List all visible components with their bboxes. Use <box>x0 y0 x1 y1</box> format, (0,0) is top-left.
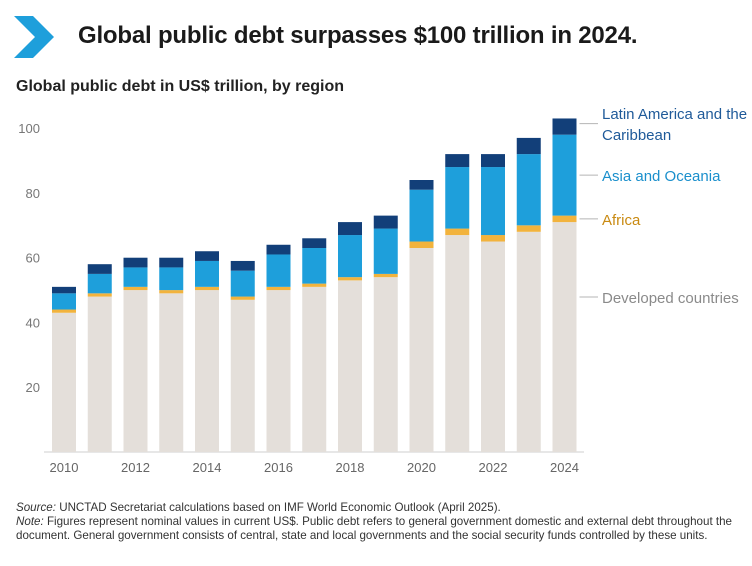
page-title: Global public debt surpasses $100 trilli… <box>78 22 638 49</box>
bar-segment <box>373 273 398 278</box>
bar-segment <box>445 228 470 236</box>
note-text: Figures represent nominal values in curr… <box>16 515 733 543</box>
bar-segment <box>87 273 112 294</box>
bar-segment <box>159 267 184 291</box>
bar-segment <box>230 270 255 297</box>
x-tick-label: 2018 <box>336 460 365 475</box>
source-label: Source: <box>16 501 56 514</box>
bar-segment <box>409 189 434 242</box>
bar-segment <box>481 154 505 168</box>
bar-segment <box>230 299 255 452</box>
source-text: UNCTAD Secretariat calculations based on… <box>55 501 501 514</box>
bar-segment <box>195 251 219 261</box>
chart-title: Global public debt in US$ trillion, by r… <box>16 78 345 95</box>
bar-segment <box>373 215 398 229</box>
bar-segment <box>552 222 577 452</box>
bar-segment <box>552 215 577 223</box>
y-tick-label: 20 <box>26 380 40 395</box>
x-tick-label: 2012 <box>121 460 150 475</box>
bar-segment <box>52 286 76 294</box>
bar-segment <box>481 167 505 236</box>
bar-segment <box>552 134 577 216</box>
bar-segment <box>373 228 398 274</box>
bar-segment <box>338 222 362 236</box>
bar-segment <box>445 167 470 229</box>
x-tick-label: 2016 <box>264 460 293 475</box>
bar-segment <box>302 286 327 452</box>
bar-segment <box>87 264 112 274</box>
bar-segment <box>123 257 148 268</box>
bar-segment <box>338 277 362 281</box>
bar-segment <box>373 277 398 452</box>
bar-segment <box>338 280 362 452</box>
bar-segment <box>52 312 76 452</box>
bar-segment <box>159 257 184 268</box>
note-label: Note: <box>16 515 44 529</box>
x-tick-label: 2010 <box>50 460 79 475</box>
bar-segment <box>195 286 219 291</box>
footer: Source: UNCTAD Secretariat calculations … <box>16 501 741 544</box>
legend-label: Latin America and the <box>602 106 747 123</box>
bar-segment <box>481 241 505 452</box>
bar-segment <box>445 154 470 168</box>
bar-segment <box>516 231 541 452</box>
bar-segment <box>195 260 219 287</box>
chevron-right-icon <box>14 16 54 58</box>
legend-label: Africa <box>602 212 641 229</box>
legend-label: Asia and Oceania <box>602 168 721 185</box>
bar-segment <box>123 267 148 287</box>
bar-segment <box>516 137 541 155</box>
bar-segment <box>302 248 327 284</box>
bar-segment <box>266 244 291 255</box>
chart: 20 40 60 80 100 2010 2012 2014 2016 2018 2020 2022 2… <box>18 106 747 475</box>
legend-label: Caribbean <box>602 127 671 144</box>
bar-segment <box>52 293 76 310</box>
bar-segment <box>230 260 255 271</box>
bar-segment <box>52 309 76 313</box>
bar-segment <box>338 235 362 278</box>
header: Global public debt surpasses $100 trilli… <box>0 0 752 78</box>
bar-segment <box>159 290 184 294</box>
bar-segment <box>409 248 434 452</box>
legend-label: Developed countries <box>602 290 739 307</box>
bar-segment <box>409 241 434 248</box>
bar-segment <box>266 254 291 287</box>
bar-segment <box>230 296 255 300</box>
x-tick-label: 2020 <box>407 460 436 475</box>
bar-segment <box>481 235 505 242</box>
bar-segment <box>516 154 541 226</box>
y-tick-label: 100 <box>18 121 40 136</box>
note-line: Note: Figures represent nominal values i… <box>16 515 741 543</box>
bar-segment <box>159 293 184 452</box>
bar-segment <box>516 225 541 232</box>
bar-segment <box>123 286 148 291</box>
bar-segment <box>409 180 434 190</box>
y-tick-label: 40 <box>26 315 40 330</box>
bar-segment <box>552 118 577 135</box>
bar-segment <box>302 238 327 248</box>
bar-segment <box>123 290 148 452</box>
x-tick-label: 2022 <box>479 460 508 475</box>
bar-segment <box>266 286 291 291</box>
source-line: Source: UNCTAD Secretariat calculations … <box>16 501 741 515</box>
bar-segment <box>87 296 112 452</box>
bar-segment <box>195 290 219 452</box>
x-tick-label: 2014 <box>193 460 222 475</box>
bar-segment <box>302 283 327 287</box>
bar-segment <box>445 235 470 452</box>
y-tick-label: 60 <box>26 251 40 266</box>
y-tick-label: 80 <box>26 186 40 201</box>
x-tick-label: 2024 <box>550 460 579 475</box>
bar-segment <box>87 293 112 297</box>
bar-segment <box>266 290 291 452</box>
